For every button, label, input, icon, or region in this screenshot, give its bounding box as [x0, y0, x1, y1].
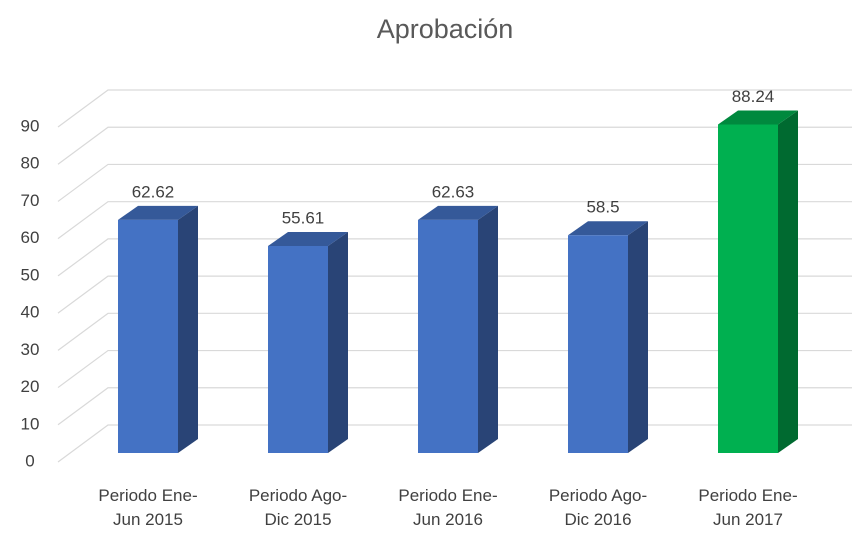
grid-line: [57, 201, 852, 240]
bar: [268, 232, 348, 453]
y-tick-label: 20: [21, 377, 40, 396]
bar-front: [118, 219, 178, 453]
bar-side: [178, 205, 198, 453]
bar: [718, 110, 798, 453]
bar-top: [418, 205, 498, 220]
y-tick-label: 0: [25, 451, 34, 470]
bar-front: [718, 124, 778, 453]
data-label: 55.61: [282, 208, 325, 227]
bar-side: [778, 110, 798, 453]
bar: [118, 205, 198, 453]
y-tick-label: 40: [21, 303, 40, 322]
data-label: 88.24: [732, 87, 775, 106]
y-tick-label: 90: [21, 116, 40, 135]
bar-front: [418, 219, 478, 453]
y-tick-label: 60: [21, 228, 40, 247]
x-tick-label: Periodo Ago-Dic 2016: [548, 486, 648, 529]
y-tick-label: 70: [21, 191, 40, 210]
y-tick-label: 50: [21, 265, 40, 284]
grid-line: [57, 89, 852, 128]
bar-front: [568, 235, 628, 453]
bar: [418, 205, 498, 453]
data-label: 58.5: [586, 198, 619, 217]
y-tick-label: 30: [21, 340, 40, 359]
x-tick-label: Periodo Ago-Dic 2015: [248, 486, 348, 529]
bar-side: [478, 205, 498, 453]
bar-side: [628, 221, 648, 453]
grid-line: [57, 163, 852, 202]
chart-title: Aprobación: [377, 14, 514, 44]
x-tick-label: Periodo Ene-Jun 2017: [698, 486, 798, 529]
bar-front: [268, 246, 328, 453]
data-label: 62.63: [432, 182, 475, 201]
bar-top: [568, 221, 648, 236]
y-tick-label: 80: [21, 154, 40, 173]
y-tick-label: 10: [21, 414, 40, 433]
data-label: 62.62: [132, 182, 175, 201]
x-tick-label: Periodo Ene-Jun 2016: [398, 486, 498, 529]
bar-top: [718, 110, 798, 125]
bar: [568, 221, 648, 453]
bar-top: [268, 232, 348, 247]
bar-top: [118, 205, 198, 220]
grid-line: [57, 126, 852, 165]
x-tick-label: Periodo Ene-Jun 2015: [98, 486, 198, 529]
bar-side: [328, 232, 348, 453]
